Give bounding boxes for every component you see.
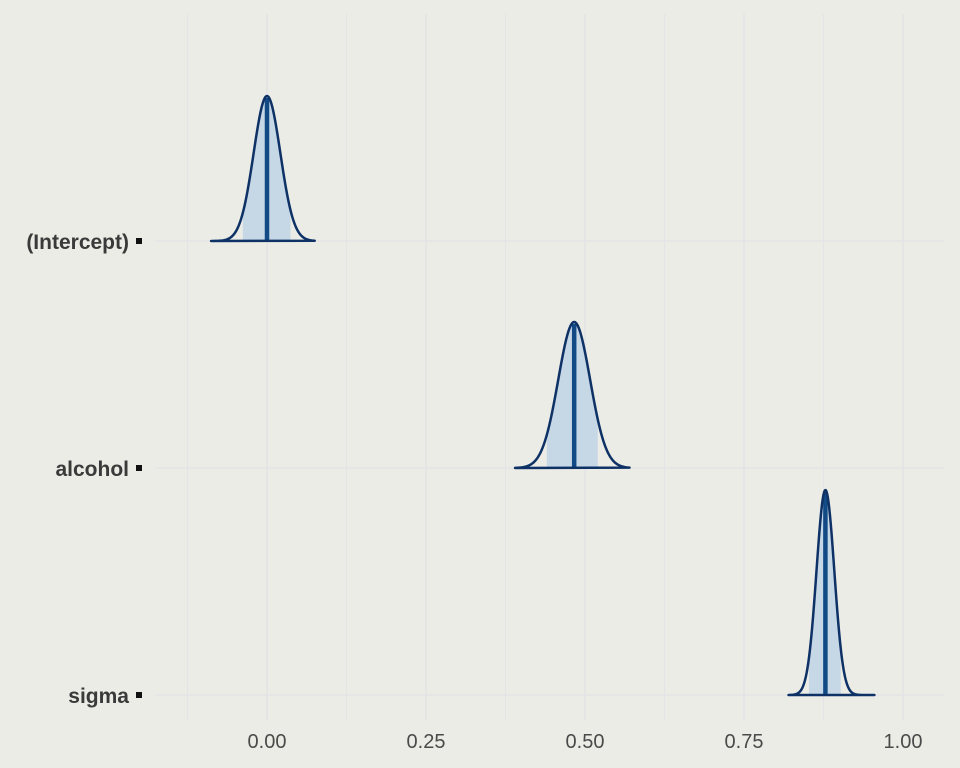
density-curve-alcohol [513, 320, 631, 470]
y-tick-mark [136, 692, 142, 698]
x-tick-label: 0.00 [248, 731, 287, 753]
y-tick-mark [136, 465, 142, 471]
y-axis: (Intercept) alcohol sigma [26, 231, 142, 708]
x-axis: 0.00 0.25 0.50 0.75 1.00 [248, 731, 923, 753]
density-layer [209, 94, 876, 697]
y-tick-label: sigma [68, 685, 129, 708]
density-curve-intercept [209, 94, 316, 243]
x-tick-label: 1.00 [884, 731, 923, 753]
y-tick-label: (Intercept) [26, 231, 129, 254]
y-tick-label: alcohol [55, 458, 129, 481]
x-tick-label: 0.75 [725, 731, 764, 753]
x-tick-label: 0.50 [566, 731, 605, 753]
grid-layer [187, 14, 904, 720]
y-tick-mark [136, 238, 142, 244]
x-tick-label: 0.25 [407, 731, 446, 753]
density-curve-sigma [787, 488, 876, 697]
